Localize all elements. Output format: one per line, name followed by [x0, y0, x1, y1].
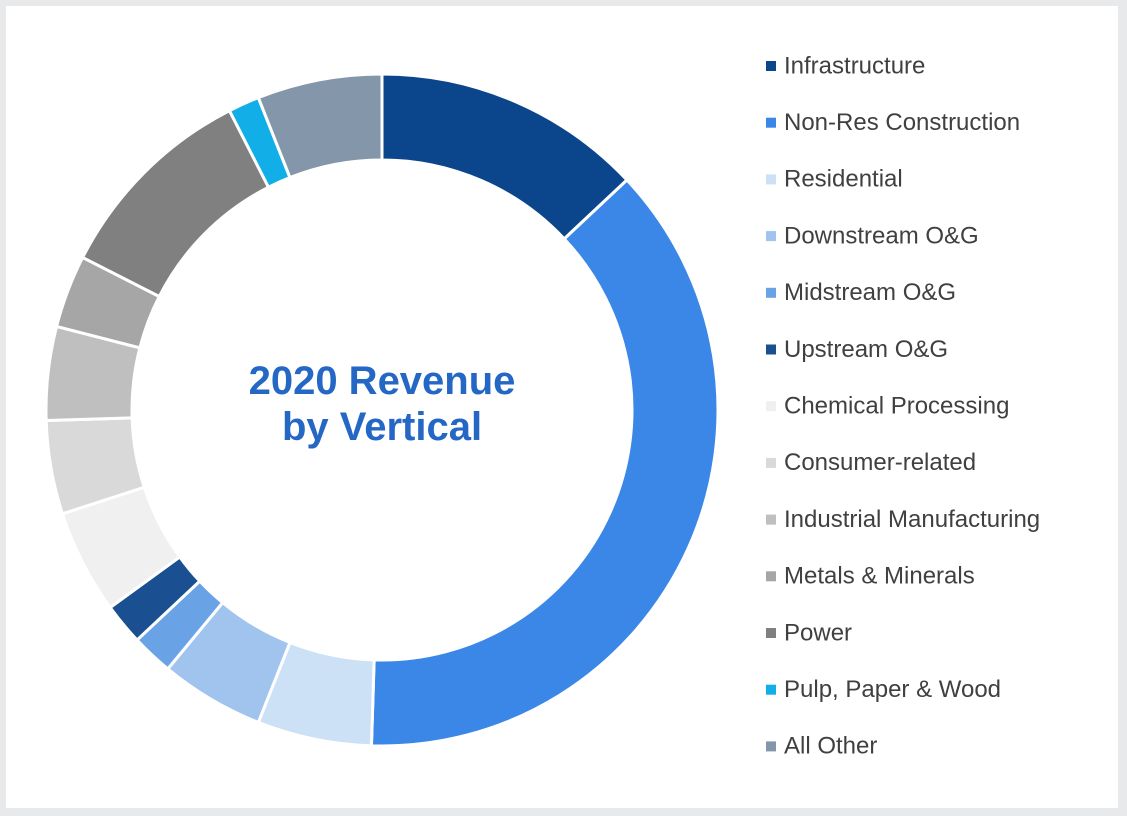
legend-marker	[766, 231, 776, 242]
legend-marker	[766, 61, 776, 71]
legend-label: Power	[784, 619, 852, 646]
donut-slice	[256, 72, 384, 180]
legend-marker	[766, 287, 776, 298]
donut-slice	[80, 108, 271, 299]
legend-marker	[766, 628, 776, 638]
legend-label: Pulp, Paper & Wood	[784, 676, 1001, 703]
legend-label: All Other	[784, 733, 877, 760]
legend-label: Non-Res Construction	[784, 109, 1020, 136]
legend-label: Downstream O&G	[784, 222, 979, 249]
legend-label: Residential	[784, 166, 903, 193]
legend-marker	[766, 174, 776, 185]
legend-label: Industrial Manufacturing	[784, 506, 1040, 533]
legend-label: Upstream O&G	[784, 336, 948, 363]
chart-title: 2020 Revenue by Vertical	[248, 359, 516, 449]
legend-marker	[766, 571, 776, 582]
legend-label: Midstream O&G	[784, 279, 956, 306]
legend-label: Infrastructure	[784, 52, 925, 79]
legend-label: Consumer-related	[784, 449, 976, 476]
legend-marker	[766, 117, 776, 128]
legend-marker	[766, 684, 776, 695]
legend-label: Chemical Processing	[784, 393, 1009, 420]
legend-marker	[766, 457, 776, 468]
legend-marker	[766, 741, 776, 752]
legend-marker	[766, 344, 776, 355]
legend-marker	[766, 401, 776, 412]
legend-marker	[766, 514, 776, 525]
legend-label: Metals & Minerals	[784, 563, 975, 590]
donut-slice	[369, 177, 720, 748]
